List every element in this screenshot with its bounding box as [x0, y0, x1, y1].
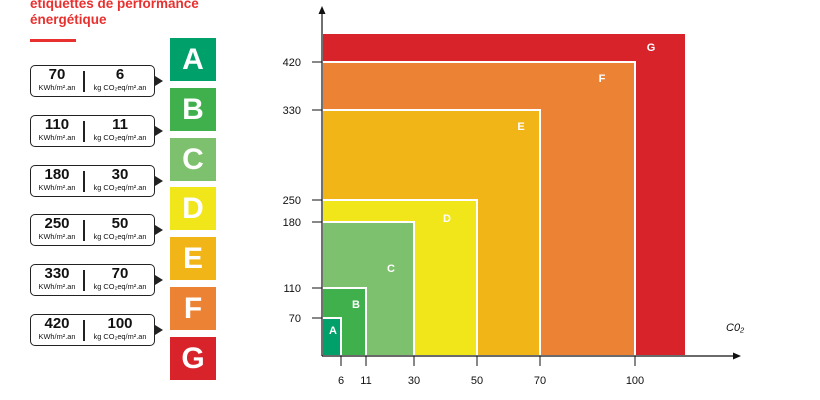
- box-divider: [83, 171, 85, 192]
- y-axis-arrow: [318, 6, 326, 14]
- energy-value: 180: [44, 166, 70, 183]
- energy-value: 420: [44, 315, 70, 332]
- heading-line-2: énergétique: [30, 12, 107, 27]
- chart-axes: [318, 6, 741, 360]
- class-badge-c: C: [170, 138, 216, 181]
- y-tick-label: 70: [289, 313, 301, 325]
- x-tick-label: 50: [471, 375, 483, 387]
- class-badge-b: B: [170, 88, 216, 131]
- zone-label-b: B: [352, 299, 360, 311]
- x-axis-arrow: [733, 352, 741, 360]
- ghg-value: 70: [111, 265, 129, 282]
- zone-label-e: E: [517, 121, 524, 133]
- ghg-value: 11: [112, 116, 128, 133]
- zone-rectangles: A B C D E F G: [321, 32, 687, 357]
- threshold-box-b: 110 KWh/m².an 11 kg CO₂eq/m².an: [30, 115, 163, 147]
- zone-a: [321, 317, 342, 357]
- pointer-arrow: [155, 76, 163, 86]
- energy-unit: KWh/m².an: [38, 183, 76, 192]
- zone-label-c: C: [387, 263, 395, 275]
- y-tick-label: 420: [283, 57, 301, 69]
- threshold-box-a: 70 KWh/m².an 6 kg CO₂eq/m².an: [30, 65, 163, 97]
- ghg-value: 100: [107, 315, 133, 332]
- energy-value: 250: [44, 215, 70, 232]
- zone-label-a: A: [329, 325, 337, 337]
- x-tick-label: 11: [360, 375, 371, 387]
- box-divider: [83, 320, 85, 341]
- threshold-box-e: 330 KWh/m².an 70 kg CO₂eq/m².an: [30, 264, 163, 296]
- y-tick-label: 250: [283, 195, 301, 207]
- y-tick-label: 330: [283, 105, 301, 117]
- x-tick-label: 100: [626, 375, 644, 387]
- ghg-value: 30: [111, 166, 129, 183]
- class-badge-f: F: [170, 287, 216, 330]
- ghg-unit: kg CO₂eq/m².an: [93, 232, 147, 241]
- ghg-value: 6: [115, 66, 125, 83]
- class-badge-a: A: [170, 38, 216, 81]
- x-tick-label: 30: [408, 375, 420, 387]
- zone-label-g: G: [647, 42, 656, 54]
- pointer-arrow: [155, 225, 163, 235]
- zone-label-d: D: [443, 213, 451, 225]
- box-divider: [83, 121, 85, 142]
- ghg-unit: kg CO₂eq/m².an: [93, 332, 147, 341]
- energy-value: 70: [48, 66, 66, 83]
- x-tick-label: 6: [338, 375, 344, 387]
- box-divider: [83, 71, 85, 92]
- pointer-arrow: [155, 126, 163, 136]
- ghg-unit: kg CO₂eq/m².an: [93, 282, 147, 291]
- threshold-box-f: 420 KWh/m².an 100 kg CO₂eq/m².an: [30, 314, 163, 346]
- energy-value: 110: [44, 116, 70, 133]
- pointer-arrow: [155, 275, 163, 285]
- energy-unit: KWh/m².an: [38, 83, 76, 92]
- threshold-box-d: 250 KWh/m².an 50 kg CO₂eq/m².an: [30, 214, 163, 246]
- ghg-unit: kg CO₂eq/m².an: [93, 133, 147, 142]
- energy-unit: KWh/m².an: [38, 332, 76, 341]
- class-badge-d: D: [170, 187, 216, 230]
- energy-value: 330: [44, 265, 70, 282]
- energy-unit: KWh/m².an: [38, 133, 76, 142]
- box-divider: [83, 270, 85, 291]
- y-tick-label: 180: [283, 217, 301, 229]
- class-badge-e: E: [170, 237, 216, 280]
- energy-unit: KWh/m².an: [38, 232, 76, 241]
- threshold-box-c: 180 KWh/m².an 30 kg CO₂eq/m².an: [30, 165, 163, 197]
- heading-line-1: étiquettes de performance: [30, 0, 199, 11]
- x-axis-label: C0₂: [726, 322, 745, 334]
- ghg-unit: kg CO₂eq/m².an: [93, 83, 147, 92]
- heading-underline: [30, 39, 76, 42]
- pointer-arrow: [155, 176, 163, 186]
- class-badge-g: G: [170, 337, 216, 380]
- ghg-value: 50: [111, 215, 129, 232]
- pointer-arrow: [155, 325, 163, 335]
- page-heading: étiquettes de performance énergétique: [30, 0, 199, 28]
- box-divider: [83, 220, 85, 241]
- axis-ticks: 6 11 30 50 70 100 70 110 180 250 330 420: [283, 57, 645, 387]
- x-tick-label: 70: [534, 375, 546, 387]
- y-tick-label: 110: [283, 283, 301, 295]
- energy-unit: KWh/m².an: [38, 282, 76, 291]
- zone-label-f: F: [599, 73, 606, 85]
- ghg-unit: kg CO₂eq/m².an: [93, 183, 147, 192]
